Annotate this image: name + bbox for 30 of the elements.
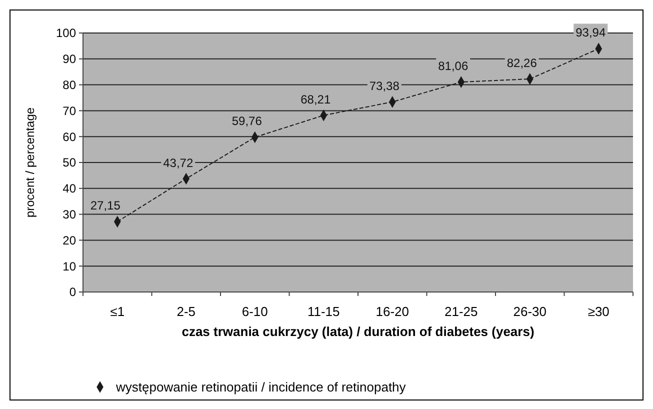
data-label: 68,21 xyxy=(300,92,331,106)
data-label: 27,15 xyxy=(90,198,121,213)
x-tick-label: 6-10 xyxy=(242,304,268,319)
y-tick-label: 40 xyxy=(62,182,76,196)
data-label: 93,94 xyxy=(576,26,606,40)
data-label: 73,38 xyxy=(369,78,400,93)
y-tick-label: 20 xyxy=(62,233,76,248)
x-tick-label: ≤1 xyxy=(110,304,125,319)
legend-label: występowanie retinopatii / incidence of retinopathy xyxy=(115,380,406,395)
x-tick-label: 2-5 xyxy=(176,304,196,319)
y-tick-label: 90 xyxy=(62,52,76,66)
x-tick-label: 11-15 xyxy=(307,304,340,319)
y-tick-label: 70 xyxy=(62,104,76,118)
y-axis-title: procent / percentage xyxy=(23,107,37,218)
y-tick-label: 30 xyxy=(62,208,76,222)
data-label: 59,76 xyxy=(232,114,262,128)
x-axis-title: czas trwania cukrzycy (lata) / duration of diabetes (years) xyxy=(182,324,534,339)
data-label: 81,06 xyxy=(438,59,468,74)
y-tick-label: 80 xyxy=(62,78,76,92)
y-tick-label: 10 xyxy=(62,259,76,274)
x-tick-label: 21-25 xyxy=(444,304,478,319)
x-tick-label: 16-20 xyxy=(376,304,409,319)
y-tick-label: 0 xyxy=(69,285,76,300)
x-tick-label: 26-30 xyxy=(513,304,546,319)
y-tick-label: 100 xyxy=(56,26,76,40)
x-tick-label: ≥30 xyxy=(588,304,610,319)
data-label: 43,72 xyxy=(163,156,194,170)
y-tick-label: 60 xyxy=(62,130,76,144)
y-tick-label: 50 xyxy=(62,156,76,170)
data-label: 82,26 xyxy=(506,56,538,70)
